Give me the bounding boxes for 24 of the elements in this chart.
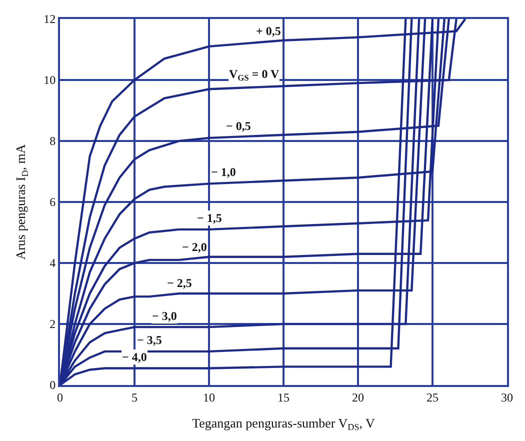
y-tick-label: 10 (44, 73, 56, 88)
series-label: − 2,0 (182, 240, 207, 254)
series-label: − 1,5 (197, 211, 222, 225)
y-tick-label: 6 (50, 195, 56, 210)
y-tick-label: 4 (50, 256, 56, 270)
y-tick-label: 2 (50, 317, 56, 332)
series-label: V$_{GS}$ = 0 V (229, 67, 280, 83)
x-tick-label: 15 (278, 390, 290, 404)
series-label: − 0,5 (226, 119, 251, 133)
series-label: − 2,5 (167, 276, 192, 290)
y-tick-label: 8 (50, 134, 56, 148)
x-axis-title: Tegangan penguras-sumber V$_{DS}$, V (192, 416, 376, 432)
x-tick-label: 25 (426, 390, 438, 404)
series-label: − 3,5 (137, 333, 162, 347)
series-label: − 4,0 (122, 350, 147, 364)
series-label: − 1,0 (211, 165, 236, 179)
series-label: − 3,0 (152, 309, 177, 323)
y-tick-label: 0 (50, 378, 56, 392)
y-tick-label: 12 (44, 12, 56, 26)
x-tick-label: 20 (352, 390, 364, 404)
x-tick-label: 10 (203, 390, 215, 404)
x-tick-label: 5 (132, 390, 138, 404)
series-label: + 0,5 (256, 24, 281, 38)
x-tick-label: 30 (501, 390, 513, 404)
